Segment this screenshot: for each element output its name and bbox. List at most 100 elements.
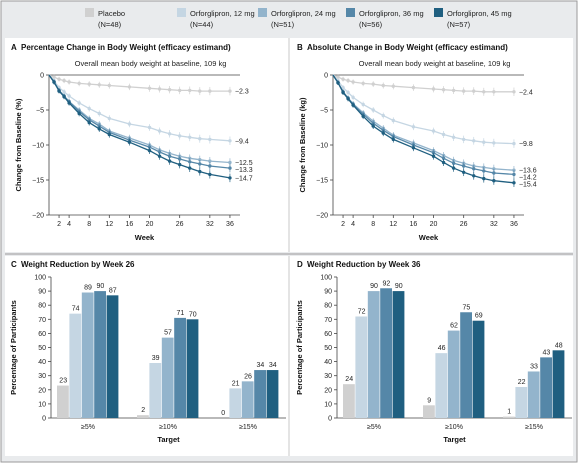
panel-c-bar-chart: C Weight Reduction by Week 26010203040506… xyxy=(9,260,286,444)
data-point-d45 xyxy=(411,146,416,150)
y-tick-label: 50 xyxy=(38,345,46,352)
data-point-placebo xyxy=(228,89,232,93)
data-point-placebo xyxy=(147,86,152,91)
legend-swatch-d45 xyxy=(434,8,443,17)
y-tick-label: 40 xyxy=(324,359,332,366)
data-point-d45 xyxy=(441,160,446,165)
panel-title: Percentage Change in Body Weight (effica… xyxy=(21,43,231,52)
bar-d36 xyxy=(94,291,106,418)
data-point-placebo xyxy=(341,77,345,81)
y-tick-label: 0 xyxy=(42,416,46,423)
bar-d24 xyxy=(367,291,380,418)
data-point-d36 xyxy=(431,151,436,155)
bar-value-label-d45: 34 xyxy=(269,362,277,369)
data-point-placebo xyxy=(127,85,132,89)
panel-letter: D xyxy=(297,260,303,269)
data-point-d12 xyxy=(62,90,66,94)
y-tick-label: 30 xyxy=(324,373,332,380)
data-point-d12 xyxy=(431,129,436,133)
y-tick-label: 0 xyxy=(40,73,44,80)
bar-value-label-d45: 70 xyxy=(189,311,197,318)
data-point-d12 xyxy=(346,90,350,95)
data-point-placebo xyxy=(482,90,486,94)
data-point-d45 xyxy=(371,124,375,128)
bar-d12 xyxy=(229,388,242,418)
y-tick-label: −15 xyxy=(316,178,328,185)
y-tick-label: 0 xyxy=(324,73,328,80)
data-point-d45 xyxy=(492,179,496,183)
data-point-d12 xyxy=(208,137,212,142)
y-tick-label: 80 xyxy=(38,303,46,310)
y-tick-label: 40 xyxy=(38,359,46,366)
panel-a-line-chart: A Percentage Change in Body Weight (effic… xyxy=(11,43,253,242)
data-point-d12 xyxy=(107,116,112,121)
x-tick-label: 20 xyxy=(146,221,154,228)
data-point-d12 xyxy=(391,118,396,123)
end-label-d36: −13.3 xyxy=(235,167,253,174)
data-point-d12 xyxy=(147,125,152,130)
bar-d24 xyxy=(81,292,94,418)
end-label-d12: −9.4 xyxy=(235,138,249,145)
data-point-placebo xyxy=(351,80,355,84)
bar-value-label-d36: 90 xyxy=(97,283,105,290)
data-point-placebo xyxy=(157,87,162,91)
y-axis-label: Change from Baseline (%) xyxy=(14,98,23,191)
data-point-placebo xyxy=(336,75,340,79)
bar-value-label-d24: 90 xyxy=(370,283,378,290)
legend-n-d24: (N=51) xyxy=(271,20,295,29)
x-tick-label: 8 xyxy=(87,221,91,228)
category-label: ≥10% xyxy=(159,424,177,431)
data-point-d12 xyxy=(87,106,91,111)
bar-value-label-placebo: 24 xyxy=(345,376,353,383)
x-tick-label: 16 xyxy=(126,221,134,228)
data-point-d45 xyxy=(167,159,172,163)
data-point-d45 xyxy=(512,181,516,185)
bar-value-label-d24: 26 xyxy=(244,373,252,380)
bar-value-label-d12: 39 xyxy=(152,355,160,362)
y-tick-label: 70 xyxy=(324,317,332,324)
data-point-d45 xyxy=(346,97,350,101)
data-point-d36 xyxy=(208,164,212,168)
y-tick-label: 90 xyxy=(324,289,332,296)
legend: Placebo (N=48) Orforglipron, 12 mg (N=44) Or… xyxy=(85,8,512,29)
data-point-d12 xyxy=(127,122,132,126)
x-axis-label: Week xyxy=(419,233,439,242)
data-point-d45 xyxy=(77,111,81,116)
x-tick-label: 32 xyxy=(490,221,498,228)
legend-swatch-d36 xyxy=(346,8,355,17)
bar-value-label-d36: 34 xyxy=(257,362,265,369)
y-tick-label: −5 xyxy=(36,108,44,115)
data-point-placebo xyxy=(87,82,91,86)
data-point-d45 xyxy=(127,140,132,144)
legend-label-d12: Orforglipron, 12 mg xyxy=(190,9,255,18)
data-point-d36 xyxy=(177,157,182,161)
data-point-d12 xyxy=(188,135,192,139)
data-point-placebo xyxy=(97,83,101,87)
y-tick-label: 20 xyxy=(324,387,332,394)
y-tick-label: 60 xyxy=(38,331,46,338)
end-label-placebo: −2.4 xyxy=(519,89,533,96)
y-tick-label: 60 xyxy=(324,331,332,338)
data-point-placebo xyxy=(346,78,350,83)
data-point-d45 xyxy=(157,154,162,158)
x-tick-label: 26 xyxy=(460,221,468,228)
y-tick-label: 90 xyxy=(38,289,46,296)
end-label-d45: −14.7 xyxy=(235,175,253,182)
data-point-d36 xyxy=(228,166,232,170)
panel-subtitle: Overall mean body weight at baseline, 10… xyxy=(75,59,227,68)
data-point-d36 xyxy=(461,164,466,168)
bar-d24 xyxy=(161,337,174,418)
data-point-d36 xyxy=(147,145,152,149)
y-tick-label: −10 xyxy=(316,143,328,150)
data-point-d36 xyxy=(512,172,516,177)
y-tick-label: 10 xyxy=(38,401,46,408)
data-point-d12 xyxy=(461,137,466,142)
data-point-placebo xyxy=(512,90,516,94)
legend-label-d36: Orforglipron, 36 mg xyxy=(359,9,424,18)
data-point-d24 xyxy=(228,160,232,165)
panel-letter: A xyxy=(11,43,17,52)
data-point-d45 xyxy=(228,176,232,180)
data-point-d45 xyxy=(336,81,340,85)
x-tick-label: 12 xyxy=(389,221,397,228)
data-point-placebo xyxy=(77,81,81,86)
